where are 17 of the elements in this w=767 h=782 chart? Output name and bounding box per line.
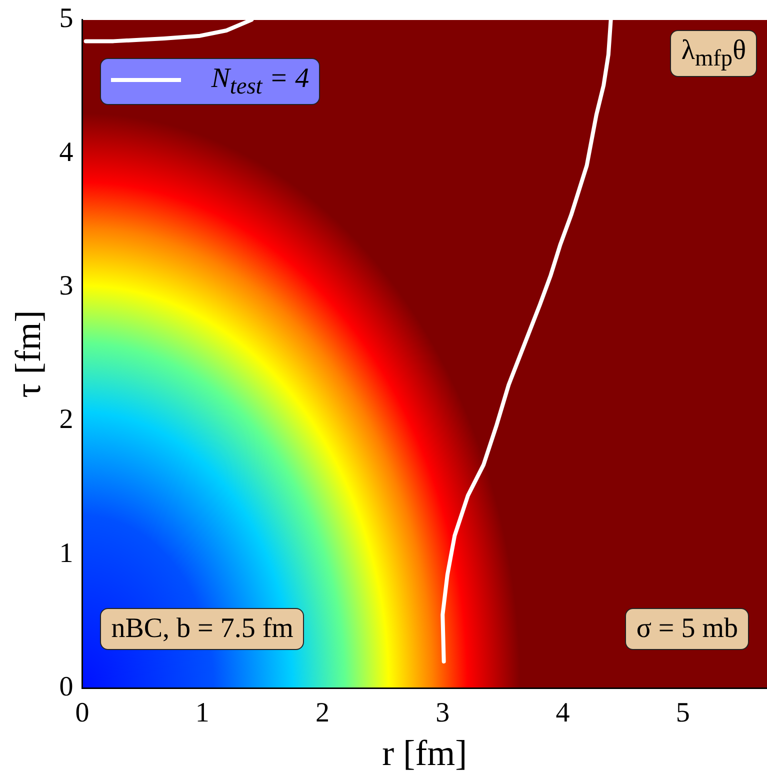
y-tick-label: 2 [59, 404, 74, 436]
x-tick-label: 5 [676, 697, 690, 728]
x-tick-label: 4 [556, 697, 570, 728]
annotation: λ$_{mfp}$θ [670, 30, 757, 78]
x-tick-label: 1 [195, 697, 210, 728]
y-tick-label: 0 [59, 672, 74, 703]
annotation: σ = 5 mb [625, 608, 749, 650]
annotation: nBC, b = 7.5 fm [100, 608, 304, 650]
y-tick-label: 3 [59, 270, 74, 302]
x-axis-title: r [fm] [382, 732, 468, 773]
y-tick-label: 4 [59, 136, 74, 168]
y-axis-title: τ [fm] [8, 310, 48, 398]
legend-label: N$_{test}$ = 4 [211, 62, 310, 100]
x-tick-label: 2 [315, 697, 330, 728]
x-tick-label: 3 [436, 697, 450, 728]
y-tick-label: 5 [59, 3, 74, 34]
y-tick-label: 1 [59, 538, 74, 569]
